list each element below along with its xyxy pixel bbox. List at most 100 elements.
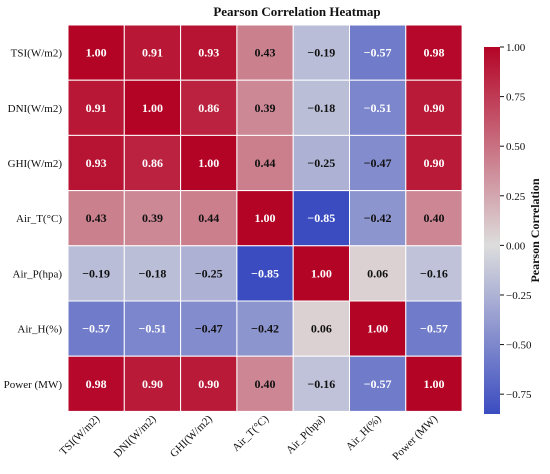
cell-value-label: −0.57 [82, 322, 110, 336]
heatmap-cell [236, 355, 294, 412]
row-label: Air_P(hpa) [13, 268, 63, 280]
heatmap-cell [349, 355, 407, 412]
heatmap-cell [123, 24, 182, 81]
heatmap-cell [405, 355, 463, 412]
heatmap-cell [67, 24, 125, 81]
cell-value-label: −0.18 [139, 266, 167, 280]
cell-value-label: 0.93 [198, 46, 219, 60]
row-label: TSI(W/m2) [11, 48, 63, 60]
cell-value-label: 0.06 [311, 322, 332, 336]
column-labels: TSI(W/m2) DNI(W/m2) GHI(W/m2) Air_T(°C) Air_… [57, 413, 440, 463]
colorbar-tick-label: 1.00 [506, 42, 526, 54]
colorbar-tick-label: −0.50 [506, 340, 532, 352]
cell-value-label: 0.90 [198, 377, 219, 391]
column-label: DNI(W/m2) [112, 413, 159, 460]
heatmap-cell [123, 134, 182, 192]
cell-value-label: 0.44 [255, 156, 276, 170]
row-label: Air_T(°C) [16, 213, 62, 225]
cell-value-label: 0.90 [423, 101, 444, 115]
heatmap-cell [180, 79, 238, 136]
heatmap-cell [67, 79, 125, 136]
heatmap-cell [236, 190, 294, 247]
cell-value-label: 0.44 [198, 211, 219, 225]
cell-value-label: −0.85 [307, 211, 335, 225]
cell-value-label: 0.39 [142, 211, 163, 225]
cell-value-label: −0.47 [364, 156, 392, 170]
colorbar-label: Pearson Correlation [528, 178, 542, 282]
heatmap-cell [349, 134, 407, 192]
heatmap-cell [67, 355, 125, 412]
heatmap-cell [123, 300, 182, 357]
heatmap-cell [292, 300, 351, 357]
cell-value-label: −0.18 [307, 101, 335, 115]
cell-value-label: 0.90 [423, 156, 444, 170]
cell-value-label: 1.00 [423, 377, 444, 391]
cell-value-label: 0.43 [86, 211, 107, 225]
heatmap-cell [180, 134, 238, 192]
colorbar-gradient [484, 47, 500, 414]
heatmap-cell [180, 245, 238, 302]
column-label: TSI(W/m2) [57, 413, 102, 458]
row-label: GHI(W/m2) [8, 158, 63, 170]
heatmap-cell [349, 190, 407, 247]
cell-value-label: 0.91 [86, 101, 107, 115]
heatmap-cell [405, 134, 463, 192]
cell-value-label: 0.93 [86, 156, 107, 170]
cell-value-label: 1.00 [86, 46, 107, 60]
cell-value-label: 1.00 [198, 156, 219, 170]
cell-value-label: 1.00 [142, 101, 163, 115]
column-label: GHI(W/m2) [168, 413, 215, 460]
row-label: Power (MW) [4, 379, 63, 391]
heatmap-cell [67, 190, 125, 247]
colorbar-tick-label: 0.00 [506, 240, 526, 252]
colorbar-tick-label: 0.50 [506, 141, 526, 153]
cell-value-label: 0.90 [142, 377, 163, 391]
cell-value-label: 1.00 [311, 266, 332, 280]
cell-value-label: −0.57 [420, 322, 448, 336]
cell-value-label: 0.86 [198, 101, 219, 115]
chart-title: Pearson Correlation Heatmap [213, 4, 380, 19]
colorbar-ticks: 1.00 0.75 0.50 0.25 0.00 −0.25 −0.50 −0.75 [500, 42, 532, 401]
cell-value-label: −0.42 [364, 211, 392, 225]
heatmap-cell [292, 134, 351, 192]
heatmap-cell [292, 79, 351, 136]
cell-value-label: 0.40 [423, 211, 444, 225]
cell-value-label: 0.43 [255, 46, 276, 60]
cell-value-label: −0.19 [82, 266, 110, 280]
cell-value-label: −0.16 [307, 377, 335, 391]
cell-value-label: −0.85 [251, 266, 279, 280]
heatmap-cell [349, 24, 407, 81]
cell-value-label: −0.57 [364, 46, 392, 60]
heatmap-cell [292, 355, 351, 412]
cell-value-label: −0.57 [364, 377, 392, 391]
heatmap-cell [180, 24, 238, 81]
cell-value-label: 0.40 [255, 377, 276, 391]
cell-value-label: −0.25 [307, 156, 335, 170]
cell-value-label: 0.39 [255, 101, 276, 115]
cell-value-label: 0.98 [86, 377, 107, 391]
heatmap-cell [405, 79, 463, 136]
cell-value-label: −0.51 [139, 322, 167, 336]
colorbar-tick-label: −0.75 [506, 389, 532, 401]
row-label: Air_H(%) [17, 324, 62, 336]
column-label: Air_P(hpa) [284, 413, 328, 457]
heatmap-cell [236, 300, 294, 357]
colorbar-tick-label: −0.25 [506, 290, 532, 302]
cell-value-label: −0.42 [251, 322, 279, 336]
colorbar-tick-label: 0.25 [506, 191, 526, 203]
cell-value-label: 1.00 [255, 211, 276, 225]
row-labels: TSI(W/m2) DNI(W/m2) GHI(W/m2) Air_T(°C) Air_… [4, 48, 63, 391]
heatmap-cell [67, 300, 125, 357]
cell-value-label: 1.00 [367, 322, 388, 336]
cell-value-label: 0.98 [423, 46, 444, 60]
column-label: Air_T(°C) [230, 413, 271, 454]
colorbar: 1.00 0.75 0.50 0.25 0.00 −0.25 −0.50 −0.75 Pear… [484, 42, 542, 414]
cell-value-label: 0.06 [367, 266, 388, 280]
cell-value-label: −0.25 [195, 266, 223, 280]
cell-value-label: −0.51 [364, 101, 392, 115]
heatmap-cell [236, 134, 294, 192]
heatmap-cell [180, 355, 238, 412]
row-label: DNI(W/m2) [8, 103, 63, 115]
